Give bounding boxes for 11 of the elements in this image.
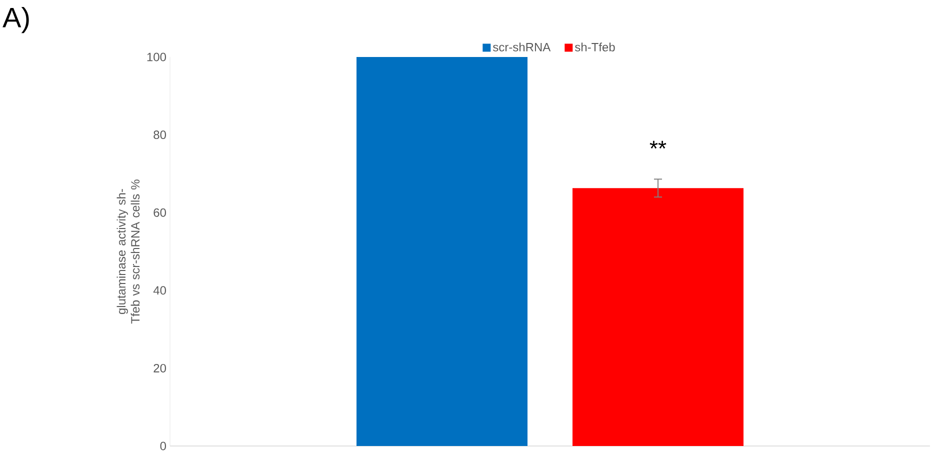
- y-tick-label: 80: [154, 130, 166, 140]
- annotation: **: [650, 140, 666, 149]
- y-tick-label: 20: [154, 364, 166, 372]
- y-tick-label: 100: [147, 52, 166, 62]
- legend-label: sh-Tfeb: [574, 42, 615, 52]
- legend-label: scr-shRNA: [492, 42, 551, 52]
- y-tick-label: 0: [160, 442, 166, 450]
- y-tick-label: 40: [153, 286, 166, 295]
- y-axis-title: glutaminase activity sh-Tfeb vs scr-shRNA cells %: [116, 180, 140, 324]
- text: A): [2, 7, 29, 34]
- y-tick-label: 60: [154, 208, 166, 217]
